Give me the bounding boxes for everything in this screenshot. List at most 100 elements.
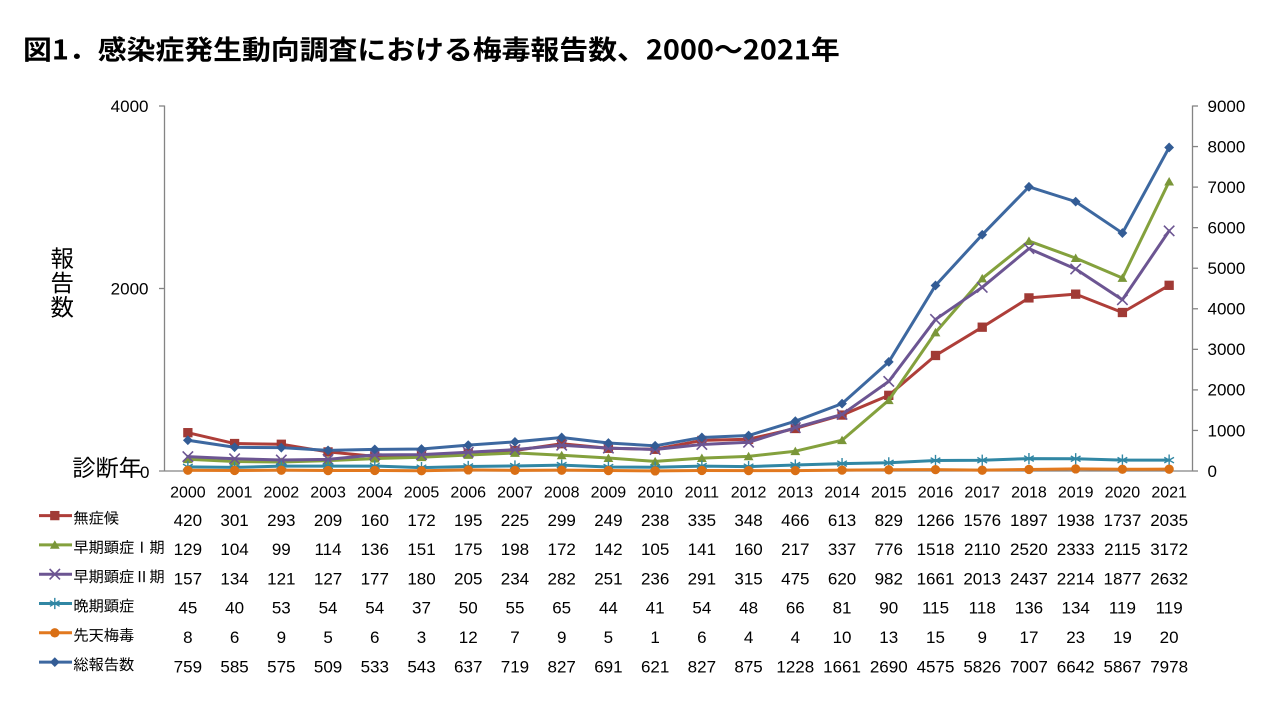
- svg-text:8: 8: [183, 628, 192, 647]
- svg-text:19: 19: [1113, 628, 1132, 647]
- svg-text:99: 99: [272, 540, 291, 559]
- svg-text:2019: 2019: [1058, 485, 1094, 502]
- svg-text:81: 81: [833, 599, 852, 618]
- svg-text:119: 119: [1156, 599, 1183, 618]
- svg-text:41: 41: [646, 599, 665, 618]
- svg-text:543: 543: [407, 657, 435, 676]
- svg-text:2437: 2437: [1010, 569, 1048, 588]
- svg-text:2004: 2004: [357, 485, 393, 502]
- svg-text:637: 637: [454, 657, 482, 676]
- svg-text:118: 118: [969, 599, 996, 618]
- svg-text:54: 54: [319, 599, 338, 618]
- svg-text:2010: 2010: [637, 485, 673, 502]
- svg-text:6: 6: [230, 628, 239, 647]
- svg-text:3172: 3172: [1150, 540, 1188, 559]
- svg-text:2632: 2632: [1150, 569, 1188, 588]
- svg-text:104: 104: [220, 540, 248, 559]
- svg-text:475: 475: [781, 569, 809, 588]
- svg-text:1938: 1938: [1057, 511, 1095, 530]
- svg-text:54: 54: [365, 599, 384, 618]
- svg-text:160: 160: [734, 540, 762, 559]
- svg-text:2016: 2016: [918, 485, 954, 502]
- svg-text:209: 209: [314, 511, 342, 530]
- svg-text:157: 157: [174, 569, 202, 588]
- svg-text:12: 12: [459, 628, 478, 647]
- svg-text:127: 127: [314, 569, 342, 588]
- svg-text:136: 136: [361, 540, 389, 559]
- svg-text:5000: 5000: [1208, 259, 1246, 278]
- svg-text:2013: 2013: [963, 569, 1001, 588]
- svg-text:2021: 2021: [1151, 485, 1187, 502]
- svg-text:299: 299: [547, 511, 575, 530]
- svg-text:6: 6: [370, 628, 379, 647]
- svg-text:301: 301: [220, 511, 248, 530]
- svg-text:205: 205: [454, 569, 482, 588]
- svg-text:315: 315: [734, 569, 762, 588]
- svg-text:4: 4: [744, 628, 753, 647]
- svg-text:2003: 2003: [310, 485, 346, 502]
- svg-text:2020: 2020: [1105, 485, 1141, 502]
- svg-text:293: 293: [267, 511, 295, 530]
- svg-text:3: 3: [417, 628, 426, 647]
- svg-text:20: 20: [1160, 628, 1179, 647]
- svg-text:129: 129: [174, 540, 202, 559]
- svg-text:9000: 9000: [1208, 97, 1246, 116]
- svg-text:2014: 2014: [824, 485, 860, 502]
- svg-text:1737: 1737: [1103, 511, 1141, 530]
- svg-text:2000: 2000: [170, 485, 206, 502]
- svg-text:621: 621: [641, 657, 669, 676]
- svg-text:50: 50: [459, 599, 478, 618]
- svg-text:48: 48: [739, 599, 758, 618]
- svg-text:9: 9: [277, 628, 286, 647]
- svg-text:2002: 2002: [264, 485, 300, 502]
- svg-text:6642: 6642: [1057, 657, 1095, 676]
- svg-text:691: 691: [594, 657, 622, 676]
- svg-text:759: 759: [174, 657, 202, 676]
- svg-text:238: 238: [641, 511, 669, 530]
- svg-text:15: 15: [926, 628, 945, 647]
- svg-text:337: 337: [828, 540, 856, 559]
- svg-text:2008: 2008: [544, 485, 580, 502]
- svg-text:1228: 1228: [776, 657, 814, 676]
- svg-text:2015: 2015: [871, 485, 907, 502]
- svg-text:282: 282: [547, 569, 575, 588]
- svg-text:45: 45: [178, 599, 197, 618]
- svg-text:105: 105: [641, 540, 669, 559]
- svg-text:1: 1: [650, 628, 659, 647]
- svg-text:6: 6: [697, 628, 706, 647]
- svg-text:827: 827: [688, 657, 716, 676]
- svg-text:225: 225: [501, 511, 529, 530]
- svg-text:151: 151: [407, 540, 435, 559]
- svg-text:5826: 5826: [963, 657, 1001, 676]
- svg-text:8000: 8000: [1208, 137, 1246, 156]
- svg-text:1661: 1661: [917, 569, 955, 588]
- svg-text:719: 719: [501, 657, 529, 676]
- svg-text:5: 5: [604, 628, 613, 647]
- svg-text:5: 5: [323, 628, 332, 647]
- svg-text:613: 613: [828, 511, 856, 530]
- svg-text:249: 249: [594, 511, 622, 530]
- svg-text:420: 420: [174, 511, 202, 530]
- svg-text:585: 585: [220, 657, 248, 676]
- svg-text:10: 10: [833, 628, 852, 647]
- svg-text:195: 195: [454, 511, 482, 530]
- svg-text:575: 575: [267, 657, 295, 676]
- svg-text:4: 4: [791, 628, 800, 647]
- svg-text:2013: 2013: [778, 485, 814, 502]
- svg-text:827: 827: [547, 657, 575, 676]
- svg-text:0: 0: [1208, 462, 1217, 481]
- svg-text:4000: 4000: [111, 97, 149, 116]
- svg-text:172: 172: [547, 540, 575, 559]
- svg-text:2007: 2007: [497, 485, 533, 502]
- svg-text:141: 141: [688, 540, 716, 559]
- svg-text:2115: 2115: [1104, 540, 1141, 559]
- svg-text:23: 23: [1066, 628, 1085, 647]
- svg-text:2009: 2009: [591, 485, 627, 502]
- svg-text:348: 348: [734, 511, 762, 530]
- svg-text:7978: 7978: [1150, 657, 1188, 676]
- svg-text:2035: 2035: [1150, 511, 1188, 530]
- svg-text:1266: 1266: [917, 511, 955, 530]
- svg-text:6000: 6000: [1208, 219, 1246, 238]
- svg-text:875: 875: [734, 657, 762, 676]
- svg-text:1877: 1877: [1103, 569, 1141, 588]
